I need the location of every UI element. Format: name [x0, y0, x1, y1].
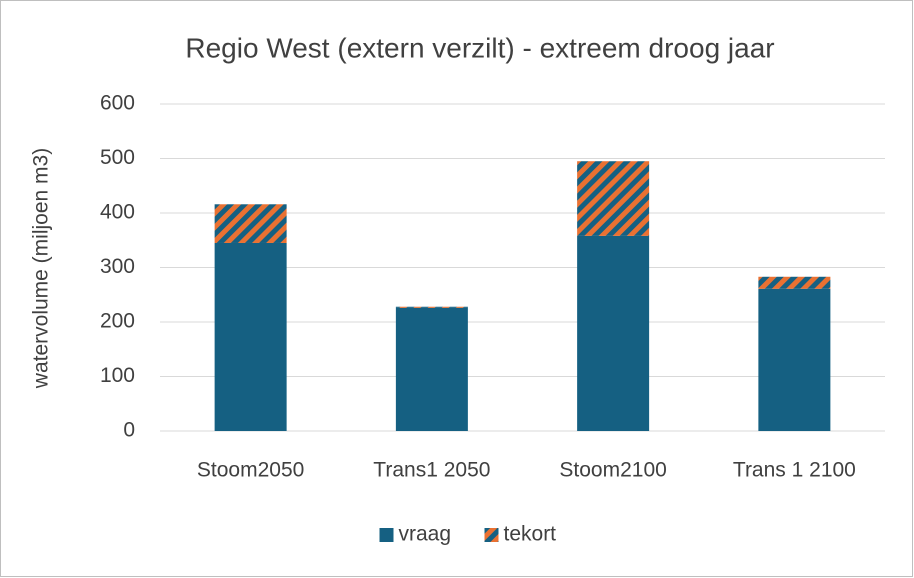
legend-label: vraag [399, 523, 452, 546]
y-tick-label: 0 [123, 419, 135, 442]
x-tick-label: Stoom2100 [559, 459, 666, 482]
x-tick-label: Stoom2050 [197, 459, 304, 482]
x-tick-label: Trans1 2050 [373, 459, 490, 482]
legend-swatch [484, 528, 499, 542]
bar-segment [214, 204, 287, 243]
bar-segment [577, 235, 650, 431]
chart-title: Regio West (extern verzilt) - extreem dr… [185, 32, 774, 63]
bar-segment [395, 306, 468, 308]
y-tick-label: 100 [100, 364, 135, 387]
legend-swatch [379, 528, 394, 542]
x-tick-label: Trans 1 2100 [733, 459, 856, 482]
y-axis-label: watervolume (miljoen m3) [30, 148, 53, 389]
bar-segment [214, 242, 287, 431]
y-tick-label: 300 [100, 255, 135, 278]
bar-segment [758, 276, 831, 289]
y-tick-label: 400 [100, 201, 135, 224]
bar-segment [758, 288, 831, 431]
bar-segment [395, 307, 468, 431]
y-tick-label: 600 [100, 92, 135, 115]
y-tick-label: 200 [100, 310, 135, 333]
y-tick-label: 500 [100, 146, 135, 169]
legend-label: tekort [504, 523, 557, 546]
bar-segment [577, 161, 650, 236]
